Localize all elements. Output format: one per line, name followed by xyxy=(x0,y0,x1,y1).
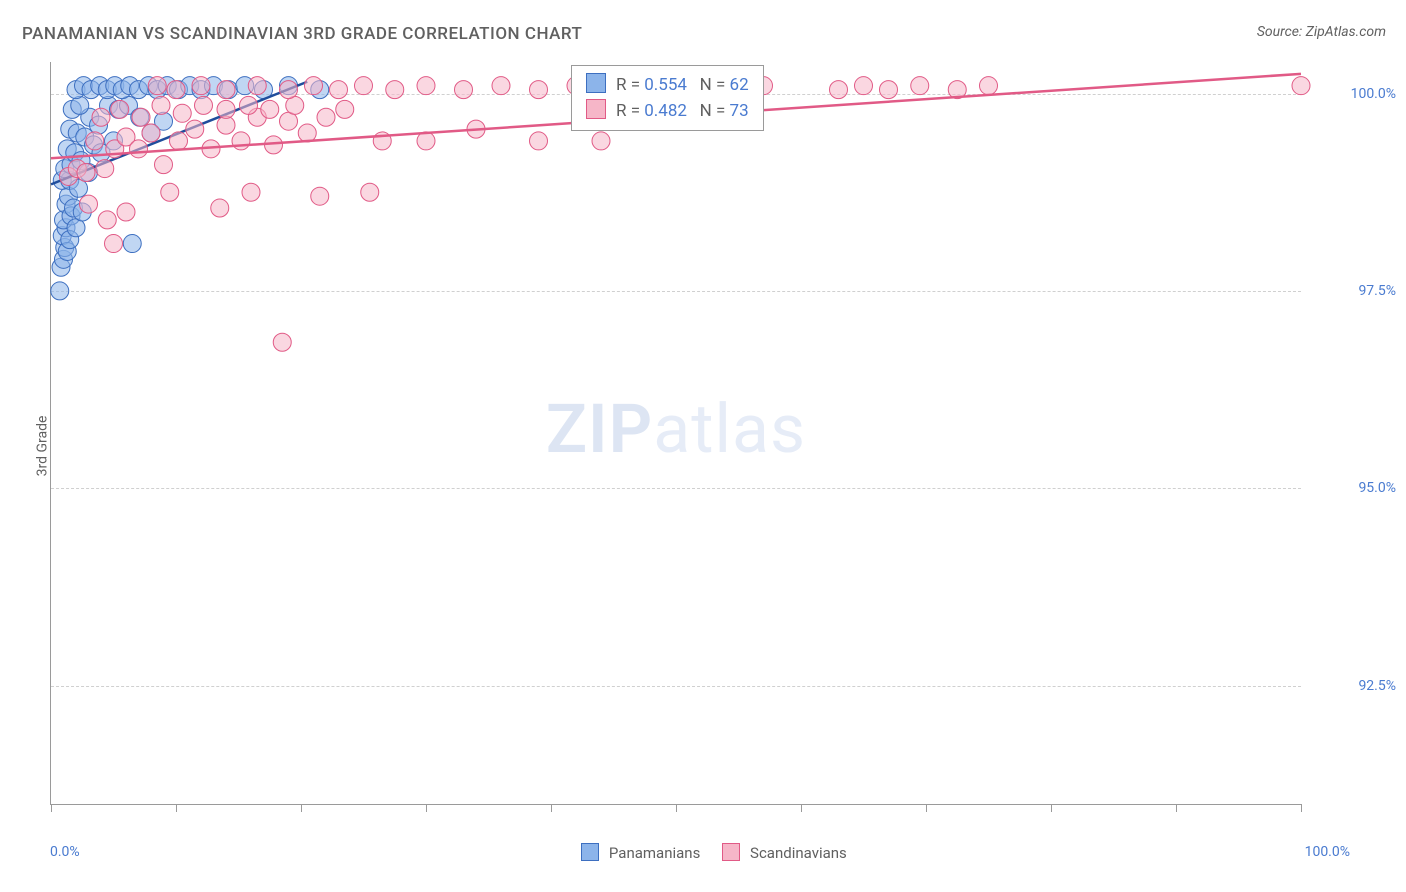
n-value: 73 xyxy=(730,101,749,121)
data-point xyxy=(186,120,204,138)
data-point xyxy=(77,164,95,182)
n-label: N = xyxy=(700,75,730,95)
regression-box: R = 0.554 N = 62R = 0.482 N = 73 xyxy=(571,65,764,131)
data-point xyxy=(161,183,179,201)
data-point xyxy=(311,187,329,205)
data-point xyxy=(240,96,258,114)
data-point xyxy=(417,77,435,95)
y-tick-label: 100.0% xyxy=(1351,86,1396,102)
y-tick-label: 92.5% xyxy=(1358,678,1396,694)
data-point xyxy=(305,77,323,95)
source-attribution: Source: ZipAtlas.com xyxy=(1257,24,1386,40)
r-label: R = xyxy=(616,75,644,95)
x-tick xyxy=(176,804,177,812)
data-point xyxy=(96,160,114,178)
data-point xyxy=(155,156,173,174)
x-tick xyxy=(926,804,927,812)
regression-row: R = 0.482 N = 73 xyxy=(586,98,749,124)
x-tick xyxy=(551,804,552,812)
data-point xyxy=(280,81,298,99)
x-tick xyxy=(801,804,802,812)
y-axis-label: 3rd Grade xyxy=(34,416,50,477)
legend-label: Scandinavians xyxy=(746,844,846,862)
data-point xyxy=(530,81,548,99)
y-tick-label: 97.5% xyxy=(1358,283,1396,299)
legend-swatch xyxy=(581,843,599,861)
data-point xyxy=(98,211,116,229)
legend-swatch xyxy=(586,99,606,119)
data-point xyxy=(170,132,188,150)
data-point xyxy=(211,199,229,217)
data-point xyxy=(248,77,266,95)
data-point xyxy=(361,183,379,201)
data-point xyxy=(530,132,548,150)
data-point xyxy=(51,282,69,300)
n-value: 62 xyxy=(730,75,749,95)
x-tick xyxy=(51,804,52,812)
data-point xyxy=(217,100,235,118)
data-point xyxy=(336,100,354,118)
data-point xyxy=(148,77,166,95)
data-point xyxy=(86,132,104,150)
x-tick xyxy=(676,804,677,812)
data-point xyxy=(261,100,279,118)
data-point xyxy=(167,81,185,99)
data-point xyxy=(80,195,98,213)
legend-swatch xyxy=(722,843,740,861)
x-tick xyxy=(1176,804,1177,812)
data-point xyxy=(830,81,848,99)
data-point xyxy=(105,235,123,253)
r-label: R = xyxy=(616,101,644,121)
plot-area: ZIPatlas R = 0.554 N = 62R = 0.482 N = 7… xyxy=(50,62,1301,805)
data-point xyxy=(455,81,473,99)
data-point xyxy=(355,77,373,95)
data-point xyxy=(242,183,260,201)
data-point xyxy=(317,108,335,126)
data-point xyxy=(592,132,610,150)
y-tick-label: 95.0% xyxy=(1358,480,1396,496)
data-point xyxy=(492,77,510,95)
data-point xyxy=(232,132,250,150)
data-point xyxy=(71,96,89,114)
legend-swatch xyxy=(586,73,606,93)
data-point xyxy=(132,108,150,126)
n-label: N = xyxy=(700,101,730,121)
x-tick xyxy=(301,804,302,812)
data-point xyxy=(192,77,210,95)
x-tick xyxy=(1051,804,1052,812)
r-value: 0.554 xyxy=(644,75,687,95)
x-tick xyxy=(1301,804,1302,812)
data-point xyxy=(92,108,110,126)
data-point xyxy=(880,81,898,99)
data-point xyxy=(130,140,148,158)
data-point xyxy=(273,333,291,351)
data-point xyxy=(111,100,129,118)
r-value: 0.482 xyxy=(644,101,687,121)
data-point xyxy=(980,77,998,95)
x-tick xyxy=(426,804,427,812)
data-point xyxy=(217,81,235,99)
data-point xyxy=(123,235,141,253)
bottom-legend: Panamanians Scandinavians xyxy=(0,843,1406,862)
legend-label: Panamanians xyxy=(605,844,700,862)
data-point xyxy=(195,96,213,114)
data-point xyxy=(152,96,170,114)
scatter-svg xyxy=(51,62,1301,804)
data-point xyxy=(330,81,348,99)
data-point xyxy=(911,77,929,95)
data-point xyxy=(855,77,873,95)
data-point xyxy=(1292,77,1310,95)
regression-row: R = 0.554 N = 62 xyxy=(586,72,749,98)
data-point xyxy=(142,124,160,142)
chart-title: PANAMANIAN VS SCANDINAVIAN 3RD GRADE COR… xyxy=(22,24,582,44)
data-point xyxy=(173,104,191,122)
data-point xyxy=(117,203,135,221)
data-point xyxy=(386,81,404,99)
